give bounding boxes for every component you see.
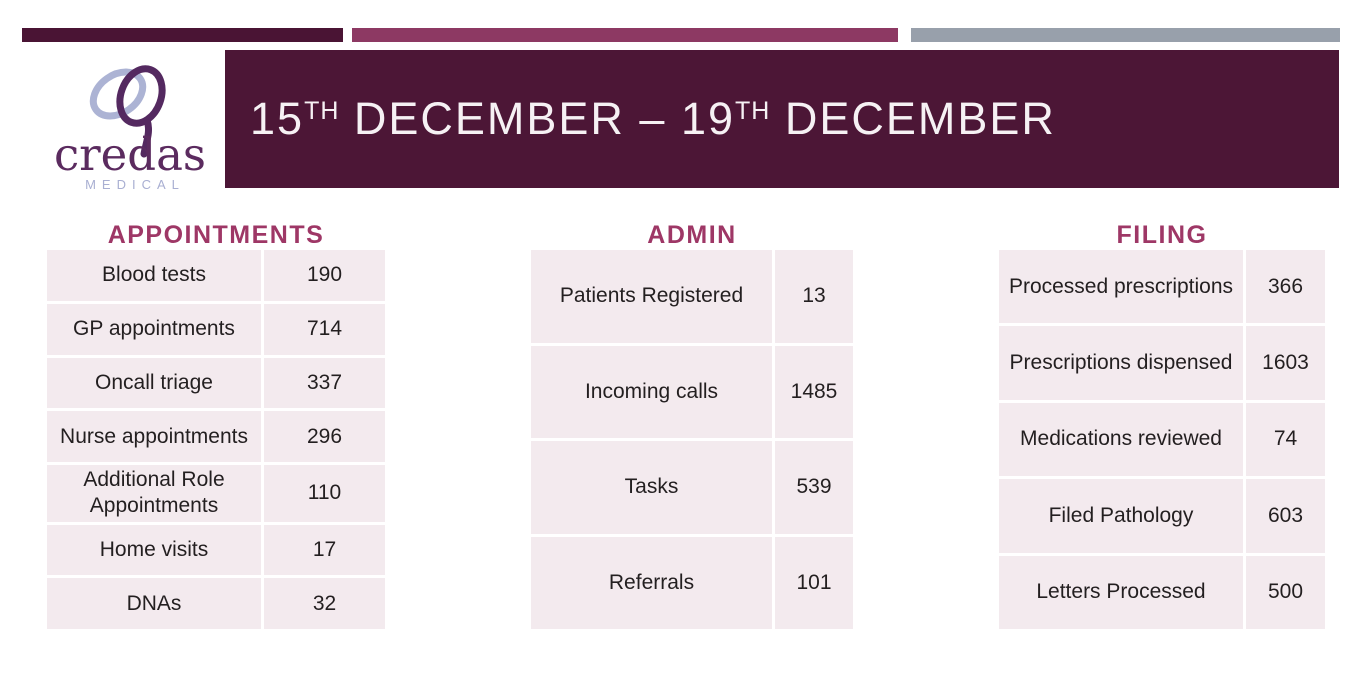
title-mid: DECEMBER – 19 [339,93,736,144]
table-row-label: Letters Processed [999,555,1243,629]
table-row-value: 296 [264,411,385,462]
table-row-value: 110 [264,465,385,522]
table-row-label: Filed Pathology [999,479,1243,553]
table-row-label: Referrals [531,536,772,629]
table-row-value: 101 [775,536,853,629]
table-row-label: GP appointments [47,303,261,355]
table-row-label: Prescriptions dispensed [999,326,1243,400]
heart-loops-icon: credas MEDICAL [54,65,206,192]
title-sup1: TH [304,97,340,125]
slide-title: 15TH DECEMBER – 19TH DECEMBER [250,93,1056,145]
table-row-value: 74 [1246,402,1325,477]
table-row-value: 603 [1246,479,1325,553]
appointments-heading: APPOINTMENTS [107,221,325,249]
title-num1: 15 [250,93,305,144]
filing-heading: FILING [1116,221,1208,249]
logo-subtitle-text: MEDICAL [85,177,185,192]
table-row-label: Home visits [47,524,261,576]
table-row-label: Tasks [531,441,772,534]
table-row-value: 1485 [775,345,853,438]
table-row-label: Processed prescriptions [999,250,1243,324]
appointments-table: Blood tests 190 GP appointments 714 Onca… [47,250,385,629]
table-row-value: 714 [264,303,385,355]
table-row-value: 17 [264,524,385,576]
table-row-value: 500 [1246,555,1325,629]
table-row-label: Nurse appointments [47,411,261,462]
table-row-value: 190 [264,250,385,301]
table-row-value: 32 [264,578,385,629]
title-end: DECEMBER [770,93,1056,144]
table-row-value: 337 [264,357,385,409]
logo-brand-text: credas [54,128,206,181]
table-row-label: Incoming calls [531,345,772,438]
accent-bar-magenta [352,28,898,42]
table-row-label: Additional Role Appointments [47,465,261,522]
admin-heading: ADMIN [647,221,737,249]
table-row-value: 13 [775,250,853,343]
table-row-label: Oncall triage [47,357,261,409]
table-row-value: 1603 [1246,326,1325,400]
title-banner: 15TH DECEMBER – 19TH DECEMBER [225,50,1339,188]
accent-bar-dark [22,28,343,42]
table-row-label: DNAs [47,578,261,629]
credas-medical-logo: credas MEDICAL [40,52,220,194]
title-sup2: TH [735,97,771,125]
accent-bar-gray [911,28,1340,42]
table-row-value: 539 [775,441,853,534]
table-row-label: Patients Registered [531,250,772,343]
table-row-value: 366 [1246,250,1325,324]
table-row-label: Blood tests [47,250,261,301]
admin-table: Patients Registered 13 Incoming calls 14… [531,250,853,629]
table-row-label: Medications reviewed [999,402,1243,477]
filing-table: Processed prescriptions 366 Prescription… [999,250,1325,629]
